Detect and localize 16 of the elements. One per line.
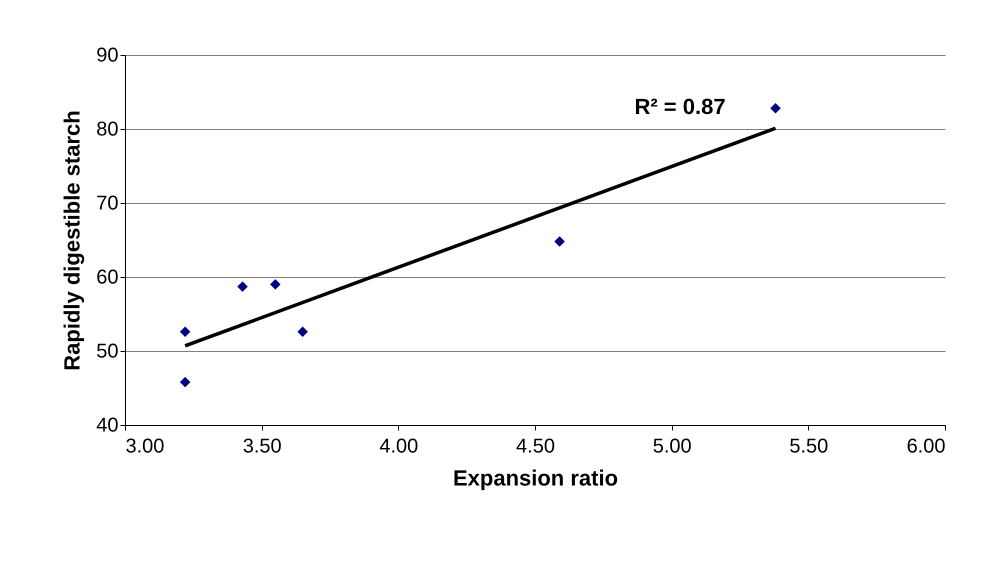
x-tick-label: 4.50 (516, 436, 555, 458)
annotation: R² = 0.87 (634, 94, 726, 119)
x-tick-label: 4.00 (379, 436, 418, 458)
x-tick-label: 5.50 (789, 436, 828, 458)
y-tick-label: 50 (96, 340, 118, 362)
x-tick-label: 5.00 (652, 436, 692, 458)
y-tick-label: 60 (96, 266, 118, 288)
x-tick-label: 6.00 (906, 436, 946, 458)
y-tick-label: 70 (96, 192, 118, 214)
y-axis-title: Rapidly digestible starch (59, 110, 84, 371)
x-tick-label: 3.50 (242, 436, 282, 458)
x-tick-label: 3.00 (126, 436, 164, 458)
x-axis-title: Expansion ratio (452, 466, 618, 490)
y-tick-label: 40 (96, 414, 118, 436)
y-tick-label: 80 (96, 118, 118, 140)
y-tick-label: 90 (96, 44, 118, 66)
